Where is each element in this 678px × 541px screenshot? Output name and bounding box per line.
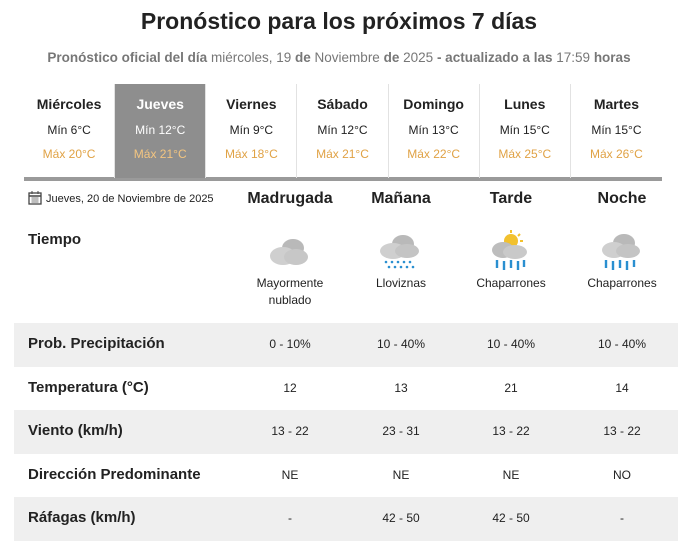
day-min: Mín 12°C <box>317 123 368 137</box>
day-name: Jueves <box>136 96 184 112</box>
day-min: Mín 12°C <box>135 123 186 137</box>
row-value: 42 - 50 <box>382 511 420 526</box>
row-value: 42 - 50 <box>492 511 530 526</box>
row-bg <box>14 497 678 541</box>
row-label: Viento (km/h) <box>28 422 123 440</box>
icon-drizzle <box>380 235 419 269</box>
day-name: Martes <box>593 96 639 112</box>
row-label: Temperatura (°C) <box>28 378 149 396</box>
row-value: NE <box>392 467 410 482</box>
row-value: NE <box>502 467 520 482</box>
row-value: 14 <box>615 380 629 395</box>
row-label: Prob. Precipitación <box>28 335 165 352</box>
row-value: 10 - 40% <box>376 337 426 351</box>
subtitle-part: miércoles, 19 <box>210 50 292 65</box>
subtitle-part: 2025 <box>403 50 434 65</box>
sky-description: Chaparrones <box>587 276 657 290</box>
day-name: Miércoles <box>36 96 102 112</box>
day-card[interactable]: Sábado Mín 12°C Máx 21°C <box>297 84 389 178</box>
icon-cloudy <box>270 239 308 265</box>
sky-description: Mayormente nublado <box>256 276 324 307</box>
sky-description: Lloviznas <box>375 276 427 290</box>
row-value: 0 - 10% <box>269 337 311 351</box>
row-value: 12 <box>283 380 297 395</box>
subtitle-part: 17:59 <box>556 50 591 65</box>
row-value: - <box>288 511 292 526</box>
day-min: Mín 6°C <box>47 123 91 137</box>
calendar-icon <box>28 191 42 205</box>
day-max: Máx 22°C <box>407 147 461 161</box>
subtitle-part: horas <box>593 50 631 65</box>
day-card[interactable]: Miércoles Mín 6°C Máx 20°C <box>24 84 116 178</box>
icon-showers-sun <box>492 230 527 270</box>
subtitle-part: Noviembre <box>314 50 380 65</box>
day-name: Domingo <box>403 96 464 112</box>
row-label: Dirección Predominante <box>28 465 201 483</box>
day-max: Máx 18°C <box>224 147 278 161</box>
row-value: 13 - 22 <box>603 424 641 439</box>
day-min: Mín 13°C <box>408 123 459 137</box>
day-card[interactable]: Jueves Mín 12°C Máx 21°C <box>115 84 207 178</box>
date: Jueves, 20 de Noviembre de 2025 <box>46 193 214 205</box>
title: Pronóstico para los próximos 7 días <box>140 8 538 34</box>
day-min: Mín 15°C <box>591 123 642 137</box>
period-header: Tarde <box>489 190 533 207</box>
row-bg <box>14 410 678 455</box>
subtitle-part: de <box>383 50 400 65</box>
period-header: Noche <box>597 190 647 207</box>
day-card[interactable]: Martes Mín 15°C Máx 26°C <box>571 84 662 178</box>
row-value: 13 - 22 <box>492 424 530 439</box>
row-value: - <box>620 511 624 526</box>
sky-description: Chaparrones <box>476 276 546 290</box>
day-max: Máx 21°C <box>316 147 369 161</box>
day-max: Máx 25°C <box>498 147 552 161</box>
row-value: 13 - 22 <box>271 424 309 439</box>
day-name: Sábado <box>317 96 368 112</box>
day-max: Máx 20°C <box>42 147 96 161</box>
period-header: Madrugada <box>247 190 333 207</box>
sky-label: Tiempo <box>28 231 82 248</box>
day-max: Máx 21°C <box>133 147 187 161</box>
row-value: NE <box>281 467 299 482</box>
day-min: Mín 9°C <box>229 123 274 137</box>
row-value: 13 <box>394 380 408 395</box>
subtitle: Pronóstico oficial del día miércoles, 19… <box>0 50 678 65</box>
row-value: 23 - 31 <box>382 424 420 439</box>
day-min: Mín 15°C <box>499 123 550 137</box>
period-header: Mañana <box>371 190 431 207</box>
day-card[interactable]: Lunes Mín 15°C Máx 25°C <box>480 84 571 178</box>
row-bg <box>14 323 678 367</box>
row-value: 21 <box>504 380 518 395</box>
day-card[interactable]: Viernes Mín 9°C Máx 18°C <box>206 84 298 178</box>
row-value: NO <box>613 467 631 482</box>
subtitle-part: Pronóstico oficial del día <box>47 50 208 65</box>
separator <box>24 177 662 181</box>
day-card[interactable]: Domingo Mín 13°C Máx 22°C <box>389 84 480 178</box>
icon-showers <box>602 234 640 270</box>
subtitle-part: de <box>295 50 311 65</box>
row-label: Ráfagas (km/h) <box>28 509 136 527</box>
row-value: 10 - 40% <box>597 337 647 351</box>
day-max: Máx 26°C <box>590 147 643 161</box>
subtitle-part: - actualizado a las <box>436 50 553 65</box>
row-value: 10 - 40% <box>486 337 536 351</box>
day-name: Viernes <box>226 96 277 112</box>
day-name: Lunes <box>504 96 546 112</box>
